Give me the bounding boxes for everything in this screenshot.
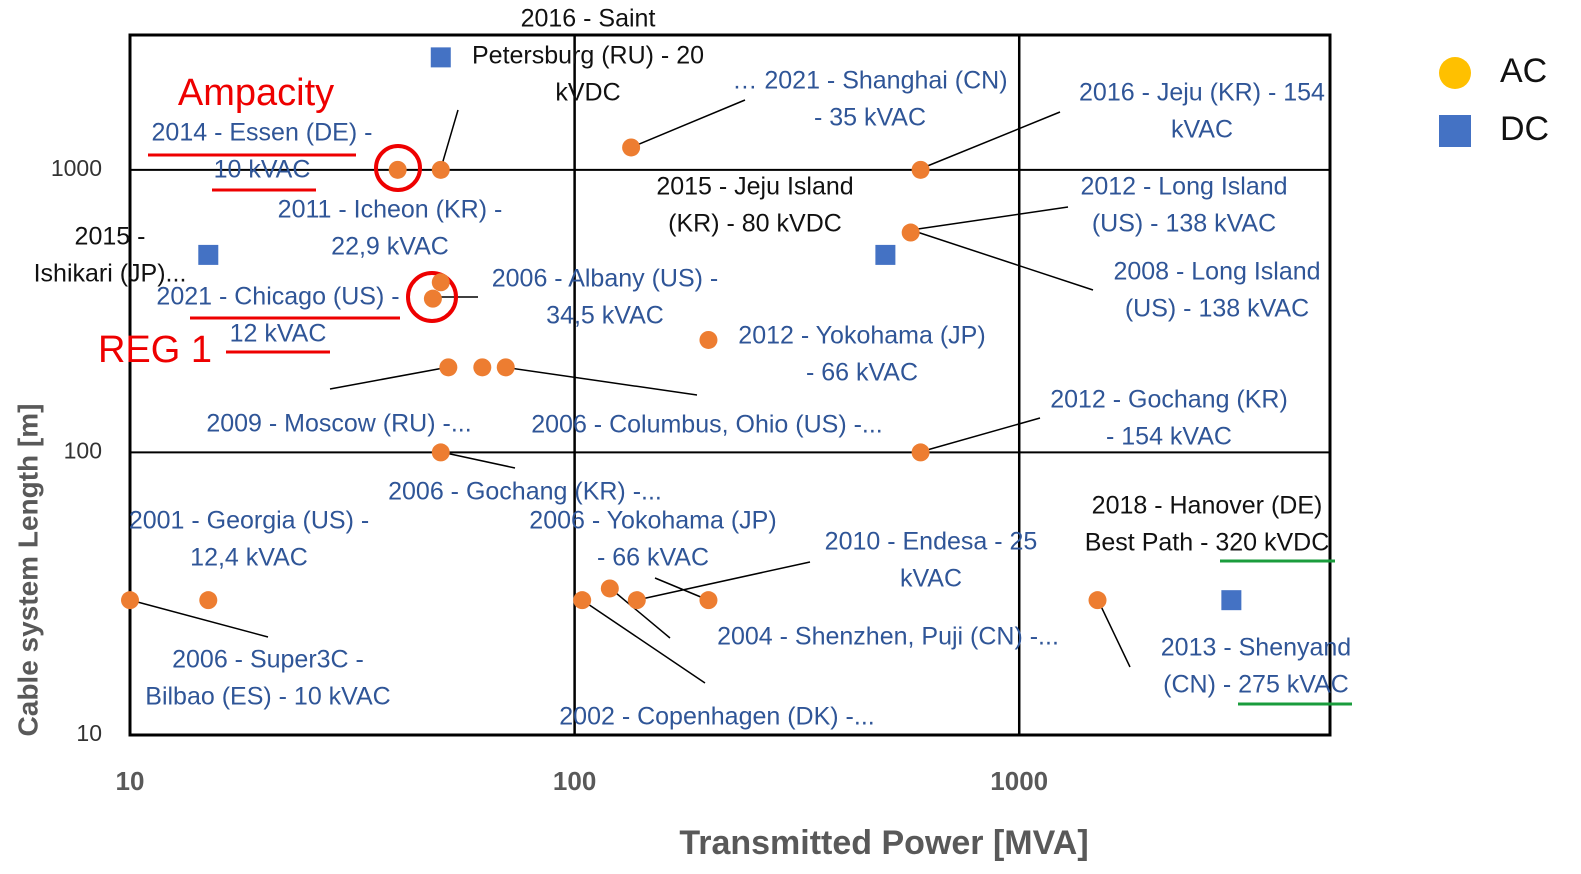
point xyxy=(1221,590,1242,611)
annotation: 10 kVAC xyxy=(214,156,311,184)
annotation: 2010 - Endesa - 25 xyxy=(825,528,1038,556)
grid xyxy=(128,33,1332,737)
point xyxy=(496,358,515,377)
annotation: 2013 - Shenyand xyxy=(1161,634,1351,662)
annotation: 2012 - Gochang (KR) xyxy=(1050,386,1288,414)
point xyxy=(901,223,920,242)
x-tick-label: 100 xyxy=(553,766,596,796)
x-tick-label: 1000 xyxy=(990,766,1048,796)
point xyxy=(627,591,646,610)
point xyxy=(600,579,619,598)
x-axis-label: Transmitted Power [MVA] xyxy=(679,824,1088,862)
annotation: … 2021 - Shanghai (CN) xyxy=(732,67,1007,95)
annotation: 2015 - Jeju Island xyxy=(656,173,853,201)
point xyxy=(699,591,718,610)
point xyxy=(198,244,219,265)
annotation: - 66 kVAC xyxy=(597,544,709,572)
point xyxy=(121,591,139,610)
annotation: 2016 - Jeju (KR) - 154 xyxy=(1079,79,1325,107)
point xyxy=(473,358,492,377)
annotation: 2006 - Albany (US) - xyxy=(492,265,719,293)
x-tick-label: 10 xyxy=(116,766,145,796)
point xyxy=(199,591,218,610)
annotation: 22,9 kVAC xyxy=(331,233,449,261)
point xyxy=(431,443,450,462)
point xyxy=(430,47,451,68)
point xyxy=(911,443,930,462)
highlight-label: Ampacity xyxy=(178,72,334,114)
point xyxy=(622,138,641,157)
y-tick-label: 1000 xyxy=(51,155,102,181)
y-tick-label: 100 xyxy=(64,437,102,463)
y-tick-label: 10 xyxy=(76,720,102,746)
annotation: 2012 - Long Island xyxy=(1080,173,1287,201)
y-axis-label: Cable system Length [m] xyxy=(12,404,43,737)
legend-swatch xyxy=(1439,57,1471,89)
annotation: - 66 kVAC xyxy=(806,359,918,387)
point xyxy=(423,289,442,308)
annotation: 34,5 kVAC xyxy=(546,302,664,330)
annotation: 2011 - Icheon (KR) - xyxy=(278,196,503,224)
annotation: 2004 - Shenzhen, Puji (CN) -... xyxy=(717,623,1059,651)
annotation: 2008 - Long Island xyxy=(1113,258,1320,286)
point xyxy=(439,358,458,377)
annotation: 2009 - Moscow (RU) -... xyxy=(206,410,471,438)
annotation: Best Path - 320 kVDC xyxy=(1085,529,1330,557)
point xyxy=(573,591,592,610)
annotation: kVDC xyxy=(555,79,620,107)
annotation: 2006 - Columbus, Ohio (US) -... xyxy=(531,411,883,439)
point xyxy=(431,160,450,179)
point xyxy=(1088,591,1107,610)
annotation: - 35 kVAC xyxy=(814,104,926,132)
legend-label: AC xyxy=(1500,52,1547,90)
annotation: 2001 - Georgia (US) - xyxy=(129,507,369,535)
annotation: 2021 - Chicago (US) - xyxy=(156,283,399,311)
annotation: Bilbao (ES) - 10 kVAC xyxy=(145,683,390,711)
annotation: 2016 - Saint xyxy=(521,5,656,33)
annotation: Petersburg (RU) - 20 xyxy=(472,42,704,70)
annotation: (CN) - 275 kVAC xyxy=(1163,671,1349,699)
annotation: 2015 - xyxy=(75,223,146,251)
annotation: kVAC xyxy=(900,565,962,593)
annotation: 2006 - Yokohama (JP) xyxy=(529,507,776,535)
highlight-label: REG 1 xyxy=(98,329,212,371)
legend-label: DC xyxy=(1500,110,1549,148)
annotation: kVAC xyxy=(1171,116,1233,144)
annotation: 2012 - Yokohama (JP) xyxy=(738,322,985,350)
point xyxy=(431,273,450,292)
point xyxy=(911,160,930,179)
point xyxy=(699,330,718,349)
legend-swatch xyxy=(1439,115,1471,147)
annotation: 2006 - Super3C - xyxy=(172,646,364,674)
annotation: 2014 - Essen (DE) - xyxy=(152,119,373,147)
annotation: (US) - 138 kVAC xyxy=(1092,210,1276,238)
annotation: 2018 - Hanover (DE) xyxy=(1092,492,1323,520)
annotation: - 154 kVAC xyxy=(1106,423,1232,451)
marks-overlay xyxy=(148,144,1352,706)
annotation: Ishikari (JP)... xyxy=(34,260,187,288)
annotation: 12,4 kVAC xyxy=(190,544,308,572)
annotation: (KR) - 80 kVDC xyxy=(668,210,842,238)
point xyxy=(875,244,896,265)
point xyxy=(388,160,407,179)
annotation: 12 kVAC xyxy=(230,320,327,348)
annotation: 2002 - Copenhagen (DK) -... xyxy=(559,703,874,731)
annotation: 2006 - Gochang (KR) -... xyxy=(388,478,662,506)
annotation: (US) - 138 kVAC xyxy=(1125,295,1309,323)
